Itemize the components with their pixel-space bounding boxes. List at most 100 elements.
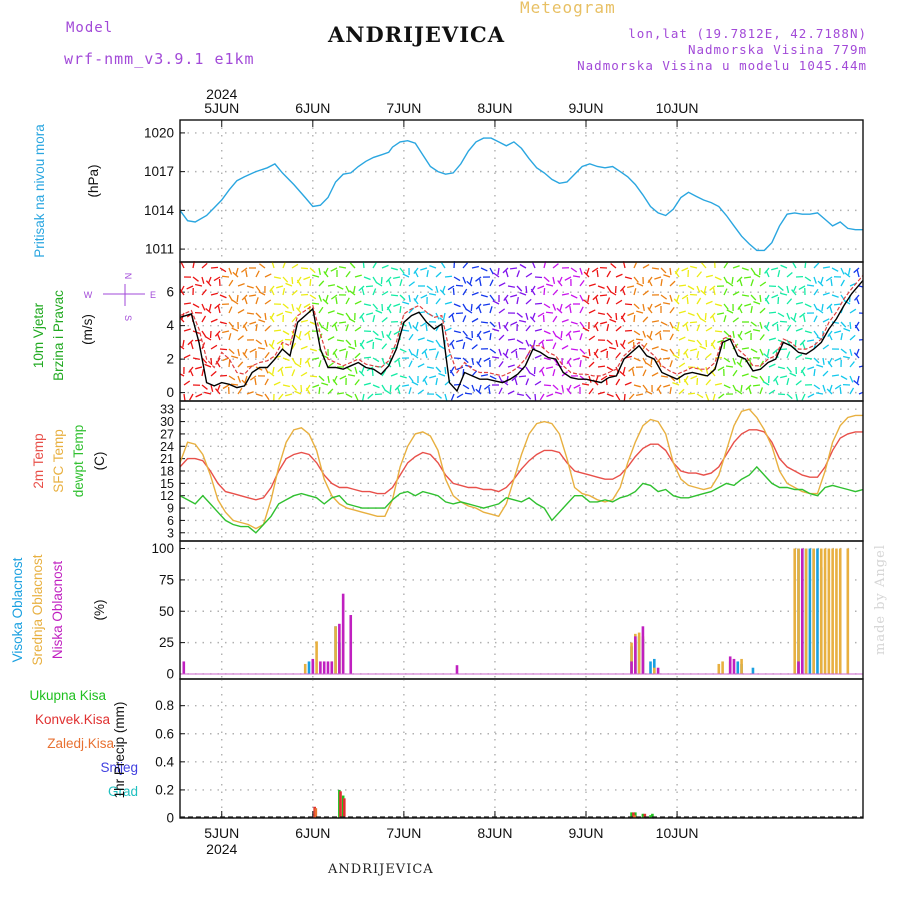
wind-arrow — [621, 288, 626, 296]
mid_cloud-bar — [846, 548, 850, 674]
wind-arrow — [543, 384, 552, 387]
wind-arrow — [717, 339, 725, 344]
wind-arrow — [349, 262, 356, 269]
model-name: wrf-nmm_v3.9.1 e1km — [64, 50, 255, 68]
wind-arrow — [816, 364, 824, 368]
wind-arrow — [853, 267, 860, 274]
wind-arrow — [651, 267, 660, 270]
wind-arrow — [277, 366, 284, 373]
wind-arrow — [647, 276, 653, 284]
wind-arrow — [435, 298, 441, 305]
wind-arrow — [750, 375, 758, 379]
wind-arrow — [750, 294, 757, 301]
wind-arrow — [732, 265, 740, 269]
wind-arrow — [480, 374, 488, 377]
wind-arrow — [291, 263, 299, 269]
wind-arrow — [219, 321, 227, 325]
wind-arrow — [444, 327, 452, 332]
wind-arrow — [228, 359, 231, 368]
wind-arrow — [180, 261, 185, 269]
wind-arrow — [318, 280, 325, 287]
wind-arrow — [633, 303, 640, 310]
wind-arrow — [827, 330, 833, 337]
top-day-label: 5JUN — [204, 100, 239, 116]
wind-arrow — [735, 389, 743, 395]
wind-arrow — [669, 280, 676, 287]
wind-arrow — [390, 294, 399, 297]
wind-arrow — [768, 337, 776, 341]
wind-arrow — [219, 348, 228, 351]
pressure-axis-label: Pritisak na nivou mora — [32, 124, 47, 258]
wind-arrow — [642, 290, 649, 296]
wind-arrow — [556, 307, 563, 314]
wind-arrow — [489, 294, 495, 301]
wind-arrow — [408, 387, 412, 395]
wind-arrow — [488, 386, 491, 395]
wind-arrow — [705, 326, 713, 332]
wind-arrow — [246, 285, 254, 289]
wind-arrow — [685, 324, 689, 332]
wind-arrow — [321, 326, 329, 332]
wind-arrow — [349, 290, 356, 296]
wind-arrow — [777, 366, 785, 370]
wind-arrow — [820, 276, 824, 284]
cloud-unit-label: (%) — [92, 600, 107, 621]
wind-arrow — [237, 375, 242, 383]
y-tick-label: 15 — [160, 477, 174, 491]
wind-arrow — [753, 329, 761, 332]
wind-arrow — [413, 297, 419, 305]
wind-arrow — [237, 335, 244, 341]
wind-arrow — [466, 280, 473, 287]
wind-arrow — [408, 281, 415, 287]
wind-arrow — [503, 294, 509, 301]
wind-arrow — [237, 361, 244, 368]
wind-arrow — [567, 360, 572, 368]
wind_gust-line — [180, 275, 863, 377]
wind-arrow — [354, 379, 360, 386]
wind-arrow — [537, 312, 545, 318]
wind-arrow — [543, 287, 546, 296]
wind-arrow — [421, 348, 428, 355]
wind-arrow — [381, 330, 385, 338]
wind-arrow — [669, 386, 672, 395]
wind-arrow — [650, 357, 653, 366]
wind-arrow — [492, 272, 500, 278]
low_cloud-bar — [641, 626, 645, 674]
wind-arrow — [669, 360, 673, 368]
y-tick-label: 0.4 — [155, 754, 174, 769]
wind-arrow — [714, 276, 722, 281]
wind-arrow — [336, 339, 345, 342]
wind-arrow — [503, 324, 509, 332]
wind-arrow — [244, 375, 248, 383]
wind-arrow — [449, 369, 455, 377]
wind-arrow — [793, 312, 797, 320]
wind-arrow — [268, 343, 275, 350]
wind-arrow — [187, 339, 194, 346]
wind-arrow — [528, 371, 536, 377]
wind-arrow — [270, 288, 275, 296]
wind-arrow — [620, 315, 626, 323]
wind-arrow — [633, 314, 636, 323]
wind-arrow — [510, 348, 518, 354]
wind-arrow — [268, 371, 275, 377]
bottom-day-label: 7JUN — [386, 825, 421, 841]
wind-arrow — [546, 393, 554, 398]
wind-arrow — [615, 339, 619, 347]
wind-arrow — [780, 264, 788, 269]
wind-arrow — [518, 375, 527, 378]
wind-arrow — [799, 312, 806, 318]
wind-arrow — [597, 365, 606, 368]
wind-arrow — [579, 321, 585, 329]
precip-unit-label: 1hr Precip (mm) — [112, 702, 127, 799]
wind-arrow — [306, 360, 311, 368]
wind-arrow — [759, 307, 766, 314]
wind-arrow — [737, 333, 743, 341]
wind-arrow — [255, 339, 263, 345]
wind-arrow — [246, 312, 255, 315]
y-tick-label: 1020 — [144, 125, 174, 140]
wind-arrow — [732, 317, 739, 323]
wind-arrow — [593, 351, 599, 359]
mid_cloud-bar — [653, 667, 656, 674]
wind-arrow — [258, 319, 266, 323]
wind-arrow — [791, 261, 797, 269]
